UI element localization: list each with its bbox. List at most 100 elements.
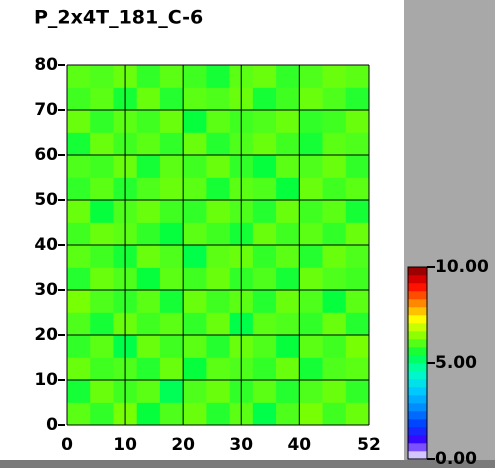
heatmap-cell — [252, 132, 277, 156]
heatmap-cell — [252, 380, 277, 403]
heatmap-cell — [67, 132, 91, 156]
heatmap-cell — [159, 402, 184, 426]
heatmap-cell — [183, 312, 207, 336]
heatmap-cell — [183, 110, 207, 133]
heatmap-cell — [159, 335, 184, 358]
heatmap-cell — [136, 245, 161, 268]
heatmap-cell — [276, 87, 300, 111]
colorbar-band — [408, 323, 427, 332]
colorbar-band — [408, 387, 427, 396]
x-tick-label: 30 — [229, 435, 253, 455]
heatmap-cell — [183, 357, 207, 381]
heatmap-cell — [299, 110, 323, 133]
heatmap-cell — [322, 357, 347, 381]
y-tick-label: 70 — [34, 100, 58, 120]
heatmap-cell — [67, 87, 91, 111]
colorbar-band — [408, 355, 427, 364]
y-tick-label: 60 — [34, 145, 58, 165]
heatmap-cell — [136, 110, 161, 133]
heatmap-cell — [345, 87, 370, 111]
heatmap-cell — [159, 65, 184, 88]
heatmap-cell — [322, 335, 347, 358]
heatmap-cell — [322, 87, 347, 111]
heatmap-cell — [299, 222, 323, 246]
heatmap-cell — [183, 380, 207, 403]
heatmap-cell — [322, 267, 347, 291]
heatmap-cell — [67, 290, 91, 313]
heatmap-cell — [183, 87, 207, 111]
heatmap-cell — [206, 402, 230, 426]
heatmap-cell — [252, 177, 277, 201]
heatmap-cell — [67, 312, 91, 336]
colorbar-tick-label: 10.00 — [435, 257, 489, 277]
heatmap-cell — [345, 312, 370, 336]
heatmap-cell — [322, 65, 347, 88]
x-tick-label: 52 — [357, 435, 381, 455]
heatmap-cell — [159, 245, 184, 268]
heatmap-cell — [345, 245, 370, 268]
heatmap-cell — [322, 402, 347, 426]
heatmap-cell — [90, 290, 114, 313]
heatmap-cell — [322, 380, 347, 403]
x-tick-label: 40 — [287, 435, 311, 455]
heatmap-cell — [90, 245, 114, 268]
heatmap-cell — [276, 200, 300, 223]
heatmap-cell — [276, 402, 300, 426]
heatmap-cell — [183, 335, 207, 358]
colorbar-tick-label: 0.00 — [435, 449, 477, 468]
heatmap-cell — [136, 267, 161, 291]
heatmap-cell — [159, 290, 184, 313]
heatmap-cell — [136, 87, 161, 111]
heatmap-cell — [322, 290, 347, 313]
heatmap-cell — [90, 110, 114, 133]
x-tick-label: 10 — [113, 435, 137, 455]
heatmap-cell — [276, 245, 300, 268]
heatmap-cell — [183, 155, 207, 178]
heatmap-cell — [345, 267, 370, 291]
heatmap-cell — [299, 402, 323, 426]
colorbar-band — [408, 307, 427, 316]
heatmap-cell — [206, 312, 230, 336]
heatmap-cell — [299, 132, 323, 156]
heatmap-cell — [299, 357, 323, 381]
heatmap-cell — [276, 357, 300, 381]
heatmap-cell — [90, 357, 114, 381]
heatmap-cell — [67, 357, 91, 381]
heatmap-cell — [67, 200, 91, 223]
heatmap-cell — [299, 267, 323, 291]
colorbar-band — [408, 331, 427, 340]
heatmap-cell — [299, 87, 323, 111]
heatmap-cell — [345, 177, 370, 201]
heatmap-cell — [136, 380, 161, 403]
heatmap-cell — [90, 65, 114, 88]
heatmap-cell — [252, 110, 277, 133]
y-tick-label: 80 — [34, 55, 58, 75]
heatmap-cell — [206, 87, 230, 111]
heatmap-cell — [206, 177, 230, 201]
heatmap-cell — [67, 222, 91, 246]
colorbar-band — [408, 427, 427, 436]
heatmap-cell — [67, 380, 91, 403]
colorbar-band — [408, 267, 427, 276]
heatmap-cell — [252, 222, 277, 246]
heatmap-cell — [90, 380, 114, 403]
heatmap-cell — [276, 110, 300, 133]
heatmap-cell — [183, 290, 207, 313]
heatmap-cell — [159, 110, 184, 133]
heatmap-cell — [183, 177, 207, 201]
heatmap-cell — [299, 335, 323, 358]
colorbar-band — [408, 379, 427, 388]
heatmap-cell — [67, 65, 91, 88]
x-tick-label: 20 — [171, 435, 195, 455]
heatmap-cell — [206, 222, 230, 246]
heatmap-cell — [276, 290, 300, 313]
heatmap-cell — [136, 155, 161, 178]
heatmap-cell — [252, 200, 277, 223]
heatmap-cell — [90, 155, 114, 178]
x-tick-label: 0 — [61, 435, 73, 455]
heatmap-cell — [90, 267, 114, 291]
heatmap-cell — [345, 110, 370, 133]
heatmap-cell — [276, 335, 300, 358]
heatmap-cell — [206, 132, 230, 156]
